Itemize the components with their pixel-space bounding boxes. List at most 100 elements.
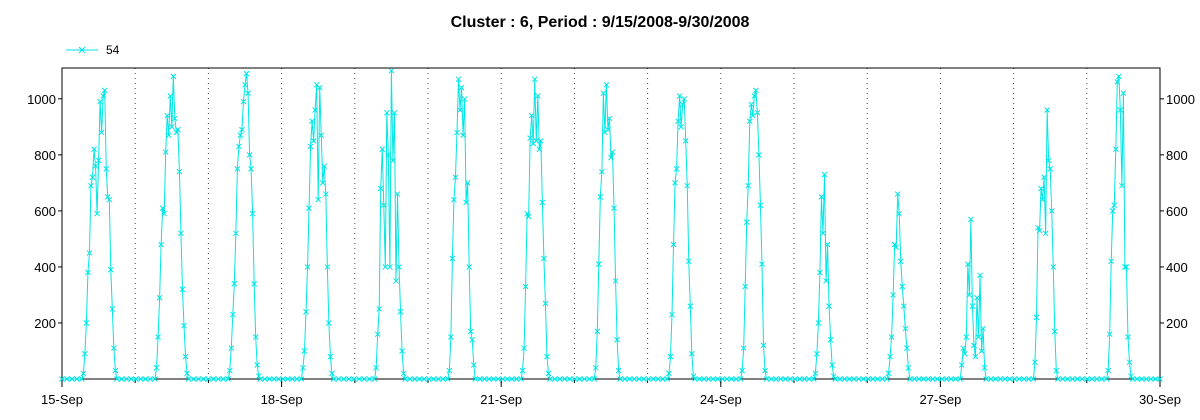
data-point — [226, 367, 233, 374]
data-point — [1025, 376, 1032, 382]
data-point — [812, 370, 819, 377]
data-point — [710, 376, 717, 382]
data-point — [128, 376, 135, 382]
data-point — [592, 364, 599, 371]
data-point — [271, 376, 277, 382]
data-point — [452, 174, 459, 181]
data-point — [865, 376, 872, 382]
data-point — [1059, 376, 1066, 382]
data-point — [97, 98, 103, 105]
data-point — [719, 376, 726, 382]
data-point — [1125, 334, 1131, 340]
data-point — [1002, 376, 1008, 382]
data-point — [925, 376, 932, 382]
data-point — [598, 168, 605, 175]
data-point — [905, 364, 912, 371]
data-point — [1128, 373, 1134, 380]
data-point — [435, 376, 442, 382]
data-point — [522, 283, 529, 290]
y-tick-label: 1000 — [27, 92, 56, 107]
data-point — [89, 174, 96, 181]
data-point — [205, 376, 212, 382]
data-point — [533, 137, 540, 144]
data-point — [929, 376, 936, 382]
data-point — [303, 308, 309, 315]
data-point — [977, 272, 983, 279]
data-point — [326, 320, 332, 326]
data-point — [832, 376, 839, 382]
data-point — [379, 146, 386, 153]
data-point — [254, 362, 261, 368]
data-point — [123, 376, 130, 382]
data-point — [749, 112, 756, 119]
data-point — [964, 261, 971, 267]
data-point — [173, 129, 180, 136]
data-point — [255, 373, 262, 380]
data-point — [309, 118, 315, 125]
data-point — [225, 376, 232, 382]
data-point — [733, 376, 739, 382]
data-point — [981, 364, 988, 371]
data-point — [85, 269, 91, 276]
x-tick-label: 21-Sep — [480, 392, 522, 407]
data-point — [448, 334, 454, 340]
data-point — [78, 376, 85, 382]
data-point — [724, 376, 730, 382]
data-point — [692, 376, 698, 382]
data-point — [966, 292, 973, 298]
data-point — [64, 376, 70, 382]
data-point — [451, 196, 457, 203]
data-point — [142, 376, 149, 382]
data-point — [182, 353, 189, 360]
data-point — [879, 376, 886, 382]
data-point — [1039, 196, 1046, 203]
data-point — [346, 376, 352, 382]
data-point — [980, 325, 986, 332]
data-point — [69, 376, 75, 382]
data-point — [874, 376, 881, 382]
plot-area-frame — [61, 67, 1161, 380]
data-point — [612, 278, 619, 284]
data-point — [818, 194, 825, 200]
data-point — [690, 373, 697, 380]
y-axis: 200 200 400 400 600 600 800 800 1000 1000 — [27, 92, 1195, 331]
data-point — [1138, 376, 1145, 382]
data-point — [537, 137, 544, 144]
y-tick-label: 400 — [34, 260, 56, 275]
data-point — [1098, 376, 1105, 382]
data-point — [1006, 376, 1013, 382]
data-point — [988, 376, 994, 382]
data-point — [688, 350, 695, 357]
x-tick-label: 24-Sep — [700, 392, 742, 407]
data-point — [446, 367, 453, 374]
data-point — [399, 348, 405, 354]
data-point — [234, 166, 241, 172]
data-point — [870, 376, 876, 382]
data-point — [1103, 376, 1110, 382]
data-point — [1064, 376, 1071, 382]
data-point — [1054, 376, 1061, 382]
data-point — [1036, 227, 1043, 234]
data-point — [948, 376, 954, 382]
data-point — [676, 93, 683, 99]
data-point — [361, 376, 368, 382]
data-point — [100, 93, 107, 99]
y-tick-label-right: 600 — [1166, 204, 1188, 219]
data-point — [597, 194, 604, 200]
data-point — [1035, 224, 1041, 231]
y-tick-label: 800 — [34, 148, 56, 163]
data-point — [310, 137, 317, 144]
data-point — [824, 241, 831, 248]
data-point — [855, 376, 862, 382]
data-point — [860, 376, 867, 382]
data-point — [714, 376, 721, 382]
data-point — [377, 185, 384, 192]
data-point — [184, 370, 190, 377]
data-point — [760, 342, 767, 349]
data-point — [636, 376, 642, 382]
data-point — [916, 376, 922, 382]
data-point — [617, 376, 624, 382]
data-point — [86, 250, 93, 256]
data-point — [1109, 208, 1116, 214]
data-point — [158, 241, 164, 248]
